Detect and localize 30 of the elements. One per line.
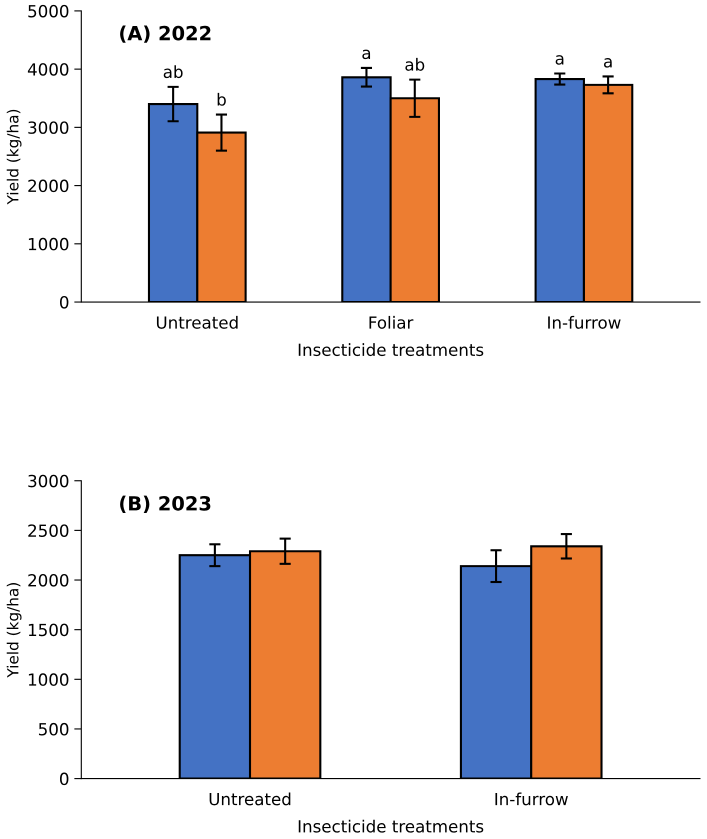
x-tick-label: In-furrow bbox=[495, 792, 568, 806]
y-tick-label: 1000 bbox=[28, 238, 68, 250]
annotation: ab bbox=[164, 65, 183, 78]
y-tick-label: 1000 bbox=[28, 673, 68, 686]
y-tick-label: 0 bbox=[60, 772, 68, 786]
annotation: b bbox=[218, 92, 226, 106]
y-tick-label: 1500 bbox=[28, 624, 68, 636]
x-tick-label: Untreated bbox=[210, 792, 290, 806]
y-tick-label: 2000 bbox=[28, 574, 68, 587]
text: (B) 2023 bbox=[120, 496, 210, 513]
y-tick-label: 2000 bbox=[28, 180, 68, 192]
y-tick-label: 3000 bbox=[28, 474, 68, 488]
y-tick-label: 5000 bbox=[28, 4, 68, 18]
y-tick-label: 0 bbox=[60, 296, 68, 309]
x-tick-label: Foliar bbox=[370, 316, 414, 329]
x-tick-label: In-furrow bbox=[548, 316, 621, 329]
annotation: ab bbox=[405, 58, 424, 71]
text: (A) 2022 bbox=[120, 25, 210, 43]
y-axis-title: Yield (kg/ha) bbox=[6, 583, 22, 678]
y-tick-label: 3000 bbox=[28, 121, 68, 134]
y-tick-label: 500 bbox=[38, 722, 68, 736]
x-axis-title: Insecticide treatments bbox=[298, 820, 484, 833]
annotation: a bbox=[604, 58, 612, 68]
y-axis-title: Yield (kg/ha) bbox=[6, 110, 22, 204]
x-tick-label: Untreated bbox=[156, 316, 238, 329]
annotation: a bbox=[556, 55, 564, 65]
y-tick-label: 4000 bbox=[28, 63, 68, 76]
annotation: a bbox=[362, 50, 370, 60]
y-tick-label: 2500 bbox=[28, 524, 68, 537]
x-axis-title: Insecticide treatments bbox=[298, 343, 484, 356]
